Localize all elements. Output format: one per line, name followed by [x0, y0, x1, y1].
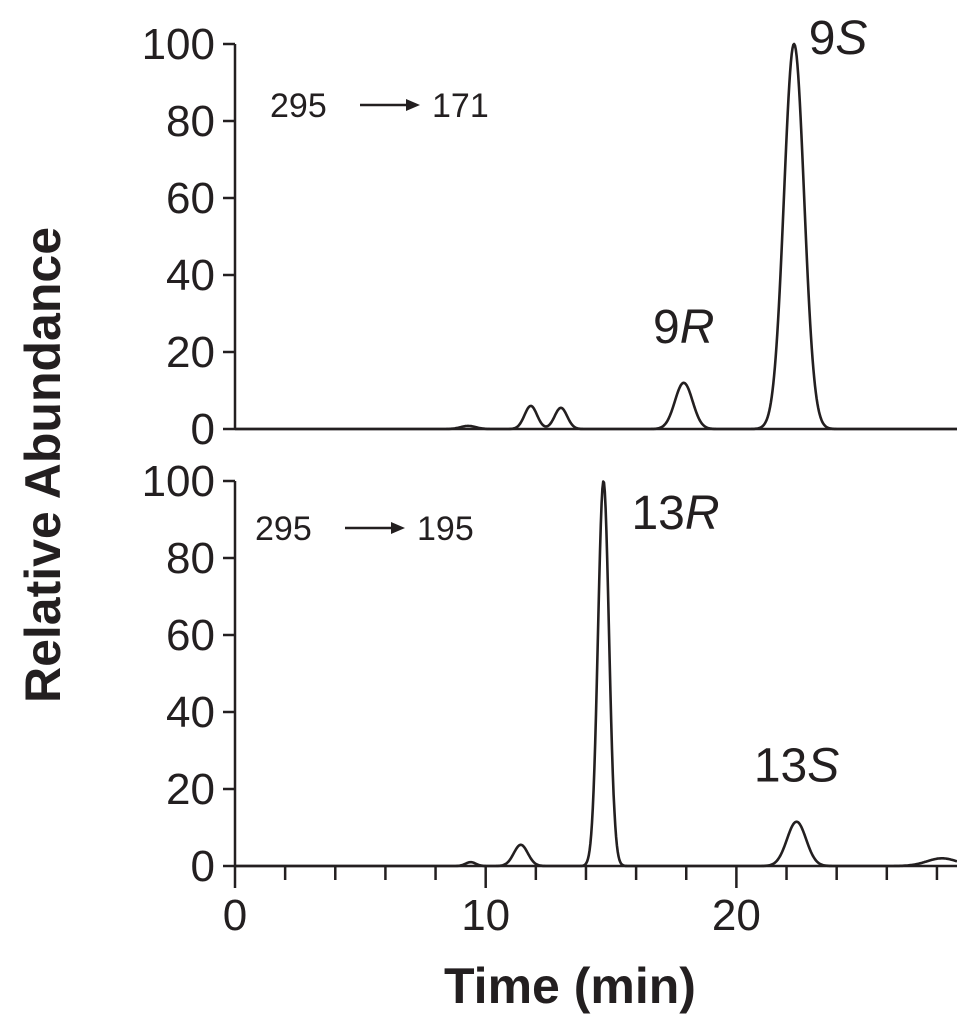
panel-295-195: 0 20 40 60 80 100 13R 13S 295 195 — [142, 457, 957, 891]
chromatogram-trace — [234, 480, 957, 868]
arrow-head-icon — [406, 99, 420, 111]
x-tick-label: 0 — [223, 891, 247, 940]
y-tick-label: 0 — [191, 842, 215, 891]
transition-from: 295 — [255, 510, 312, 548]
x-axis-title: Time (min) — [444, 958, 696, 1014]
y-tick-label: 80 — [166, 534, 215, 583]
arrow-head-icon — [391, 522, 405, 534]
peak-label: 9S — [809, 12, 868, 65]
panel-295-171: 0 20 40 60 80 100 9R 9S 295 171 — [142, 12, 957, 454]
transition-to: 171 — [432, 87, 489, 125]
transition-from: 295 — [270, 87, 327, 125]
y-tick-label: 40 — [166, 251, 215, 300]
x-axis: 0 10 20 — [223, 866, 939, 940]
x-tick-label: 10 — [461, 891, 510, 940]
y-tick-label: 40 — [166, 688, 215, 737]
peak-label: 9R — [653, 301, 714, 354]
y-tick-label: 60 — [166, 611, 215, 660]
y-tick-label: 80 — [166, 97, 215, 146]
chromatogram-trace — [234, 42, 957, 431]
y-axis-title: Relative Abundance — [15, 227, 71, 703]
y-tick-label: 100 — [142, 20, 215, 69]
y-tick-label: 20 — [166, 765, 215, 814]
transition-to: 195 — [417, 510, 474, 548]
y-tick-label: 20 — [166, 328, 215, 377]
peak-label: 13R — [631, 487, 719, 540]
x-tick-label: 20 — [712, 891, 761, 940]
y-tick-label: 0 — [191, 405, 215, 454]
peak-label: 13S — [754, 740, 839, 793]
y-tick-label: 60 — [166, 174, 215, 223]
y-tick-label: 100 — [142, 457, 215, 506]
